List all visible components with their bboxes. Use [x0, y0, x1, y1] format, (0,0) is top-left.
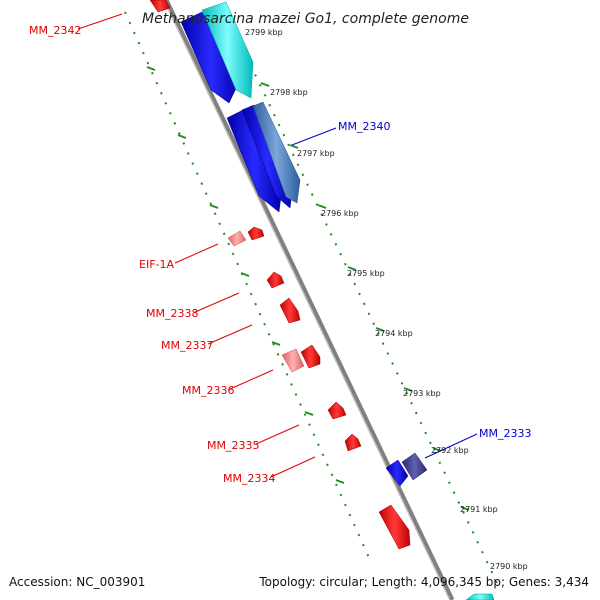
cds-reverse-mm-2335[interactable]	[327, 401, 347, 420]
genome-backbone-highlight	[163, 0, 451, 600]
leader-line-eif-1a	[174, 243, 219, 264]
tick-label: 2796 kbp	[321, 209, 359, 218]
gene-label-mm-2337[interactable]: MM_2337	[161, 339, 213, 352]
leader-line-mm-2334	[270, 456, 316, 478]
cds-forward-dark[interactable]	[401, 452, 428, 481]
tick-label: 2798 kbp	[270, 88, 308, 97]
topology-summary-text: Topology: circular; Length: 4,096,345 bp…	[258, 575, 589, 589]
leader-line-mm-2335	[255, 424, 300, 445]
cds-reverse-eif-1a[interactable]	[247, 226, 265, 241]
outer-tick-ring	[221, 4, 499, 586]
map-title: Methanosarcina mazei Go1, complete genom…	[142, 11, 469, 27]
accession-text: Accession: NC_003901	[9, 575, 145, 589]
tick-label: 2791 kbp	[460, 505, 498, 514]
tick-label: 2792 kbp	[431, 446, 469, 455]
tick-label: 2793 kbp	[403, 389, 441, 398]
cds-reverse-mm-2342[interactable]	[149, 0, 171, 13]
cds-reverse-mm-2336-pink[interactable]	[281, 348, 305, 373]
leader-line-mm-2337	[207, 324, 253, 345]
cds-forward-steel[interactable]	[252, 101, 301, 204]
tick-label: 2794 kbp	[375, 329, 413, 338]
cds-reverse-mm-2338[interactable]	[266, 271, 285, 289]
gene-label-mm-2335[interactable]: MM_2335	[207, 439, 259, 452]
tick-label: 2795 kbp	[347, 269, 385, 278]
tick-label: 2799 kbp	[245, 28, 283, 37]
gene-label-mm-2336[interactable]: MM_2336	[182, 384, 234, 397]
leader-line-mm-2342	[77, 13, 123, 30]
major-tick-marks	[146, 66, 470, 511]
cds-forward-cyan[interactable]	[201, 1, 254, 99]
cds-forward-mm-2342-region[interactable]	[180, 11, 241, 104]
gene-label-mm-2338[interactable]: MM_2338	[146, 307, 198, 320]
cds-reverse-eif-1a-pink[interactable]	[227, 230, 247, 247]
tick-label: 2790 kbp	[490, 562, 528, 571]
genome-backbone	[163, 0, 455, 600]
cds-reverse-bottom[interactable]	[378, 504, 411, 550]
cds-reverse-mm-2336[interactable]	[300, 344, 321, 369]
inner-tick-ring	[124, 11, 371, 561]
gene-label-mm-2333[interactable]: MM_2333	[479, 427, 531, 440]
cds-reverse-mm-2334[interactable]	[344, 433, 362, 452]
gene-label-mm-2334[interactable]: MM_2334	[223, 472, 275, 485]
leader-line-mm-2340	[291, 127, 337, 146]
gene-label-mm-2340[interactable]: MM_2340	[338, 120, 390, 133]
tick-label: 2797 kbp	[297, 149, 335, 158]
cds-forward-mm-2333[interactable]	[385, 459, 409, 487]
leader-line-mm-2336	[229, 369, 274, 390]
leader-line-mm-2338	[194, 292, 240, 313]
gene-label-mm-2342[interactable]: MM_2342	[29, 24, 81, 37]
cds-reverse-mm-2337[interactable]	[279, 297, 301, 324]
leader-line-mm-2333	[424, 433, 478, 459]
gene-label-eif-1a[interactable]: EIF-1A	[139, 258, 174, 271]
cds-forward-bottom-cyan[interactable]	[465, 593, 495, 600]
